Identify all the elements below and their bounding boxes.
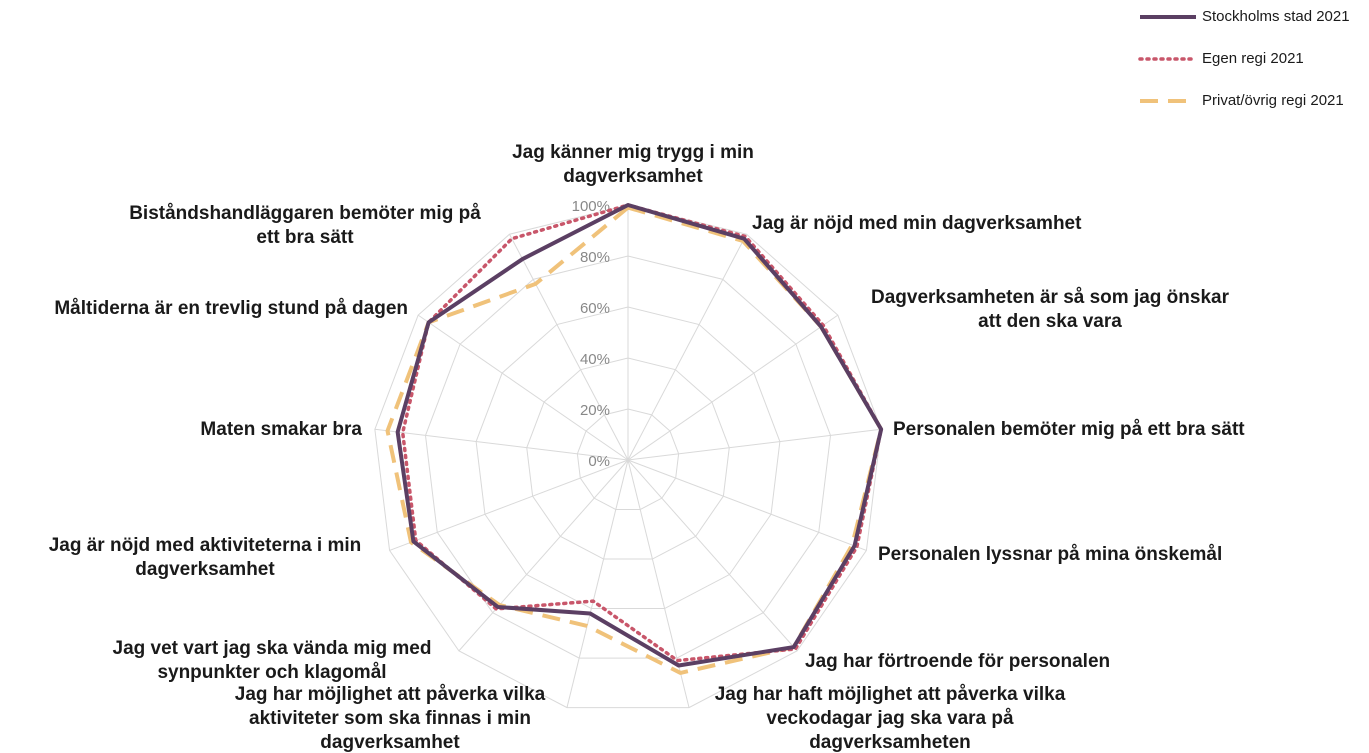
- grid-spoke: [627, 314, 839, 461]
- legend-label: Egen regi 2021: [1202, 50, 1304, 67]
- category-label: Jag har haft möjlighet att påverka vilka…: [715, 684, 1066, 753]
- y-tick-label: 60%: [580, 300, 610, 317]
- grid-ring: [374, 204, 882, 709]
- grid-ring: [424, 255, 832, 659]
- grid-ring: [576, 408, 680, 511]
- category-label: Jag vet vart jag ska vända mig med synpun…: [113, 638, 432, 683]
- grid-spoke: [374, 428, 629, 461]
- grid-spoke: [627, 233, 747, 461]
- grid-ring: [526, 357, 730, 560]
- category-label: Jag har förtroende för personalen: [805, 651, 1110, 672]
- category-label: Personalen bemöter mig på ett bra sätt: [893, 419, 1245, 440]
- category-label: Biståndshandläggaren bemöter mig på ett b…: [129, 203, 481, 248]
- grid-spoke: [509, 233, 629, 461]
- category-label: Personalen lyssnar på mina önskemål: [878, 544, 1222, 565]
- y-tick-label: 80%: [580, 249, 610, 266]
- category-label: Dagverksamheten är så som jag önskar att …: [871, 287, 1230, 332]
- category-label: Jag har möjlighet att påverka vilka aktiv…: [235, 684, 546, 753]
- y-tick-label: 20%: [580, 402, 610, 419]
- y-tick-label: 0%: [588, 453, 610, 470]
- category-label: Maten smakar bra: [200, 419, 362, 440]
- category-label: Måltiderna är en trevlig stund på dagen: [54, 298, 408, 319]
- grid-ring: [475, 306, 781, 610]
- category-label: Jag känner mig trygg i min dagverksamhet: [512, 142, 754, 187]
- legend-label: Privat/övrig regi 2021: [1202, 92, 1344, 109]
- grid-spoke: [458, 459, 629, 652]
- series-line: [395, 203, 884, 668]
- grid-spoke: [627, 459, 867, 551]
- legend-label: Stockholms stad 2021: [1202, 8, 1350, 25]
- grid-spoke: [627, 428, 882, 461]
- grid-spoke: [566, 459, 629, 708]
- grid-spoke: [389, 459, 629, 551]
- y-tick-label: 40%: [580, 351, 610, 368]
- grid-spoke: [627, 459, 798, 652]
- grid-spoke: [417, 314, 629, 461]
- y-tick-label: 100%: [572, 198, 610, 215]
- category-label: Jag är nöjd med min dagverksamhet: [752, 213, 1082, 234]
- category-label: Jag är nöjd med aktiviteterna i min dagve…: [49, 535, 362, 580]
